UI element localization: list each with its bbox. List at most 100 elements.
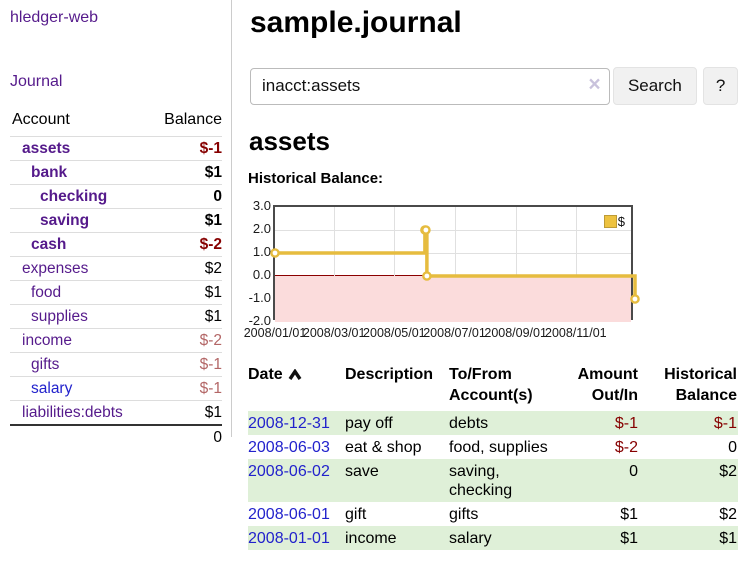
accounts-table: Account Balance assets $-1 bank $1 check… bbox=[10, 111, 222, 449]
gh-line bbox=[275, 253, 631, 254]
transaction-accounts: debts bbox=[449, 415, 489, 432]
x-tick-label: 2008/05/01 bbox=[363, 326, 426, 340]
transaction-accounts: food, supplies bbox=[449, 439, 548, 456]
transaction-accounts: saving, checking bbox=[449, 463, 513, 499]
balance-line-series bbox=[270, 225, 640, 304]
account-column-header: To/From Account(s) bbox=[449, 366, 533, 404]
account-link-income[interactable]: income bbox=[22, 332, 72, 349]
register-row: 2008-06-02 save saving, checking 0 $2 bbox=[248, 459, 738, 502]
x-tick-label: 2008/09/01 bbox=[484, 326, 547, 340]
transaction-date-link[interactable]: 2008-06-02 bbox=[248, 463, 330, 480]
chart-plot-area: $ bbox=[270, 205, 640, 322]
account-row-salary: salary $-1 bbox=[10, 376, 222, 401]
transaction-balance: 0 bbox=[728, 439, 737, 456]
account-link-saving[interactable]: saving bbox=[40, 212, 90, 229]
x-tick-label: 2008/03/01 bbox=[302, 326, 366, 340]
account-row-expenses: expenses $2 bbox=[10, 256, 222, 281]
transaction-amount: 0 bbox=[629, 463, 638, 480]
account-link-salary[interactable]: salary bbox=[31, 380, 73, 397]
sidebar-item-journal[interactable]: Journal bbox=[10, 73, 63, 90]
description-column-header: Description bbox=[345, 366, 434, 383]
date-column-header[interactable]: Date bbox=[248, 362, 345, 411]
register-table: Date Description To/From Account(s) Amou… bbox=[248, 362, 738, 550]
gv-line bbox=[334, 207, 335, 318]
account-row-food: food $1 bbox=[10, 280, 222, 305]
data-point-marker bbox=[630, 294, 640, 304]
account-link-food[interactable]: food bbox=[31, 284, 62, 301]
chart-title: Historical Balance: bbox=[248, 170, 384, 187]
amount-column-header: Amount Out/In bbox=[577, 366, 638, 404]
historical-balance-chart: 3.0 2.0 1.0 0.0 -1.0 -2.0 $ 2008/01/01 2008/03… bbox=[244, 198, 738, 342]
account-link-gifts[interactable]: gifts bbox=[31, 356, 60, 373]
page-title: sample.journal bbox=[250, 6, 462, 39]
balance-column-header: Historical Balance bbox=[664, 366, 737, 404]
transaction-description: eat & shop bbox=[345, 439, 422, 456]
search-button[interactable]: Search bbox=[612, 67, 698, 105]
transaction-amount: $1 bbox=[620, 506, 638, 523]
accounts-total-value: 0 bbox=[148, 424, 222, 449]
clear-search-icon[interactable]: × bbox=[588, 72, 601, 96]
account-link-assets[interactable]: assets bbox=[22, 140, 71, 157]
accounts-total-row: 0 bbox=[10, 424, 222, 449]
transaction-balance: $2 bbox=[719, 506, 737, 523]
account-balance: $1 bbox=[148, 280, 222, 305]
search-input[interactable] bbox=[250, 67, 610, 105]
account-balance: $1 bbox=[148, 304, 222, 329]
account-balance: $1 bbox=[148, 160, 222, 185]
account-balance: $-1 bbox=[148, 136, 222, 161]
transaction-date-link[interactable]: 2008-06-01 bbox=[248, 506, 330, 523]
transaction-balance: $-1 bbox=[713, 415, 737, 432]
data-point-marker bbox=[422, 271, 432, 281]
transaction-accounts: gifts bbox=[449, 506, 479, 523]
gv-line bbox=[576, 207, 577, 318]
account-link-supplies[interactable]: supplies bbox=[31, 308, 88, 325]
x-tick-label: 2008/01/01 bbox=[243, 326, 307, 340]
transaction-date-link[interactable]: 2008-12-31 bbox=[248, 415, 330, 432]
gv-line bbox=[455, 207, 456, 318]
gh-line bbox=[275, 230, 631, 231]
transaction-description: income bbox=[345, 530, 397, 547]
balance-column-header: Balance bbox=[164, 111, 222, 128]
account-link-cash[interactable]: cash bbox=[31, 236, 67, 253]
account-balance: $-2 bbox=[148, 232, 222, 257]
data-point-marker bbox=[270, 248, 280, 258]
register-row: 2008-06-01 gift gifts $1 $2 bbox=[248, 502, 738, 526]
account-balance: $1 bbox=[148, 400, 222, 425]
account-link-expenses[interactable]: expenses bbox=[22, 260, 89, 277]
gv-line bbox=[394, 207, 395, 318]
app-brand-link[interactable]: hledger-web bbox=[10, 9, 99, 26]
account-column-header: Account bbox=[12, 111, 70, 128]
account-link-checking[interactable]: checking bbox=[40, 188, 108, 205]
account-balance: $2 bbox=[148, 256, 222, 281]
account-balance: $-2 bbox=[148, 328, 222, 353]
sidebar: hledger-web Journal Account Balance asse… bbox=[0, 0, 232, 449]
account-balance: $-1 bbox=[148, 352, 222, 377]
account-row-income: income $-2 bbox=[10, 328, 222, 353]
data-point-marker bbox=[421, 225, 431, 235]
search-bar: × Search ? bbox=[250, 67, 738, 105]
transaction-amount: $-1 bbox=[614, 415, 638, 432]
x-tick-label: 2008/11/01 bbox=[544, 326, 607, 340]
chart-legend: $ bbox=[603, 214, 625, 229]
transaction-date-link[interactable]: 2008-06-03 bbox=[248, 439, 330, 456]
legend-label: $ bbox=[617, 214, 625, 229]
account-link-bank[interactable]: bank bbox=[31, 164, 68, 181]
transaction-date-link[interactable]: 2008-01-01 bbox=[248, 530, 330, 547]
transaction-amount: $1 bbox=[620, 530, 638, 547]
account-balance: 0 bbox=[148, 184, 222, 209]
main-content: sample.journal × Search ? assets Histori… bbox=[244, 0, 738, 550]
account-row-gifts: gifts $-1 bbox=[10, 352, 222, 377]
y-tick-label: 3.0 bbox=[252, 198, 271, 213]
account-link-liabilities-debts[interactable]: liabilities:debts bbox=[22, 404, 123, 421]
help-button[interactable]: ? bbox=[703, 67, 738, 105]
account-balance: $1 bbox=[148, 208, 222, 233]
y-tick-label: -1.0 bbox=[248, 290, 271, 305]
account-row-bank: bank $1 bbox=[10, 160, 222, 185]
gv-line bbox=[516, 207, 517, 318]
transaction-description: pay off bbox=[345, 415, 393, 432]
transaction-description: gift bbox=[345, 506, 367, 523]
account-heading: assets bbox=[249, 126, 330, 156]
transaction-balance: $2 bbox=[719, 463, 737, 480]
legend-swatch bbox=[603, 215, 617, 228]
account-balance: $-1 bbox=[148, 376, 222, 401]
